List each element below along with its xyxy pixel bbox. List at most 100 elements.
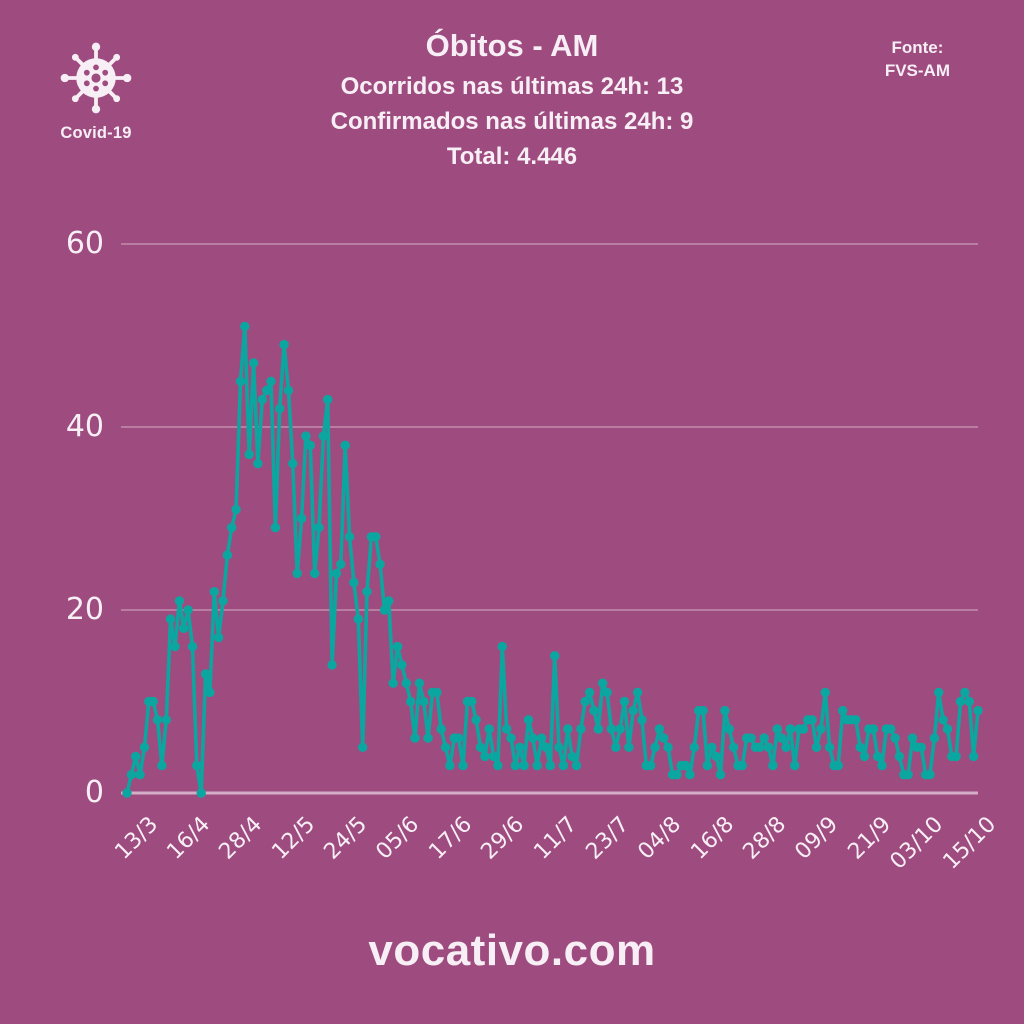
data-point — [240, 321, 250, 332]
data-point — [358, 742, 368, 752]
data-point — [942, 724, 953, 734]
data-point — [205, 687, 215, 698]
data-point — [318, 431, 329, 441]
data-point — [663, 742, 673, 752]
data-point — [707, 742, 717, 752]
data-point — [218, 596, 228, 606]
data-point — [785, 724, 795, 734]
data-point — [720, 705, 730, 716]
data-point — [536, 733, 547, 743]
data-point — [746, 733, 756, 743]
data-point — [288, 458, 298, 469]
data-point — [227, 522, 237, 533]
data-point — [510, 760, 521, 771]
data-point — [336, 559, 346, 569]
data-point — [824, 742, 835, 752]
data-point — [340, 440, 350, 450]
page-title: Óbitos - AM — [425, 28, 599, 63]
data-point — [497, 641, 507, 652]
data-point — [811, 742, 822, 752]
data-point — [851, 715, 861, 725]
data-point — [139, 742, 150, 752]
data-point — [279, 339, 289, 350]
data-point — [410, 733, 420, 743]
data-point — [877, 760, 887, 771]
source-value: FVS-AM — [884, 61, 950, 80]
data-point — [179, 623, 189, 633]
data-point — [646, 760, 656, 771]
data-point — [192, 760, 202, 771]
data-point — [506, 733, 516, 743]
data-point — [371, 532, 381, 542]
data-point — [305, 440, 315, 450]
data-point — [401, 678, 411, 688]
data-point — [550, 651, 560, 661]
data-point — [702, 760, 713, 771]
data-point — [349, 577, 359, 588]
subtitle-confirmed: Confirmados nas últimas 24h: 9 — [330, 108, 694, 135]
data-point — [650, 742, 660, 752]
data-point — [925, 770, 935, 780]
data-point — [283, 385, 294, 396]
data-point — [480, 751, 490, 762]
data-point — [161, 715, 171, 725]
covid-badge: Covid-19 — [50, 40, 142, 143]
data-point — [331, 568, 342, 579]
data-point — [436, 724, 446, 734]
subtitle-total: Total: 4.446 — [446, 143, 578, 170]
data-point — [929, 733, 940, 743]
data-point — [253, 458, 263, 469]
data-point — [820, 687, 830, 698]
badge-label: Covid-19 — [60, 124, 132, 142]
data-point — [545, 760, 555, 771]
data-point — [196, 788, 206, 798]
data-point — [624, 742, 634, 752]
data-point — [637, 715, 647, 725]
site-watermark: vocativo.com — [368, 926, 656, 975]
data-point — [816, 724, 826, 734]
data-point — [454, 733, 464, 743]
data-point — [131, 751, 141, 762]
data-point — [907, 733, 918, 743]
data-point — [126, 770, 137, 780]
data-point — [523, 715, 534, 725]
data-point — [680, 760, 691, 771]
data-point — [598, 678, 608, 688]
data-point — [859, 751, 870, 762]
data-point — [458, 760, 468, 771]
data-point — [515, 742, 525, 752]
data-point — [209, 587, 219, 597]
data-point — [519, 760, 529, 771]
data-point — [528, 733, 538, 743]
data-point — [467, 696, 477, 707]
data-point — [654, 724, 665, 734]
data-point — [440, 742, 451, 752]
data-point — [310, 568, 320, 579]
data-point — [122, 788, 132, 798]
y-axis-label: 20 — [65, 592, 104, 627]
source-label: Fonte: — [891, 38, 944, 57]
data-point — [934, 687, 944, 698]
data-point — [502, 724, 512, 734]
data-point — [493, 760, 503, 771]
data-point — [344, 532, 355, 542]
data-point — [532, 760, 542, 771]
y-axis-label: 0 — [84, 775, 104, 810]
data-point — [471, 715, 481, 725]
data-point — [724, 724, 734, 734]
data-point — [174, 596, 185, 606]
data-point — [615, 724, 625, 734]
data-point — [244, 449, 254, 460]
data-point — [872, 751, 883, 762]
data-point — [790, 760, 800, 771]
data-point — [776, 733, 787, 743]
data-point — [432, 687, 442, 698]
data-point — [672, 770, 682, 780]
data-point — [938, 715, 948, 725]
data-point — [170, 641, 180, 652]
data-point — [584, 687, 595, 698]
data-point — [213, 632, 224, 643]
